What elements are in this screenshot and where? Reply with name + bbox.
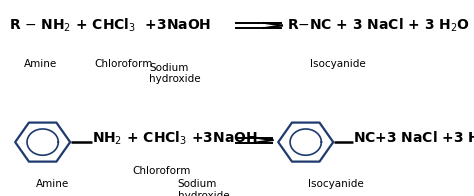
Text: Chloroform: Chloroform (133, 166, 191, 176)
Text: NH$_2$ + CHCl$_3$ +3NaOH: NH$_2$ + CHCl$_3$ +3NaOH (92, 130, 258, 147)
Text: R $-$ NH$_2$ + CHCl$_3$  +3NaOH: R $-$ NH$_2$ + CHCl$_3$ +3NaOH (9, 17, 212, 34)
Text: NC+3 NaCl +3 H$_2$O: NC+3 NaCl +3 H$_2$O (353, 130, 474, 147)
Text: Isocyanide: Isocyanide (310, 59, 366, 69)
Text: R$-$NC + 3 NaCl + 3 H$_2$O: R$-$NC + 3 NaCl + 3 H$_2$O (287, 17, 470, 34)
Text: Amine: Amine (24, 59, 57, 69)
Text: Amine: Amine (36, 179, 69, 189)
Text: Sodium
hydroxide: Sodium hydroxide (149, 63, 201, 84)
Text: Sodium
hydroxide: Sodium hydroxide (178, 179, 229, 196)
Text: Chloroform: Chloroform (95, 59, 153, 69)
Text: Isocyanide: Isocyanide (308, 179, 364, 189)
